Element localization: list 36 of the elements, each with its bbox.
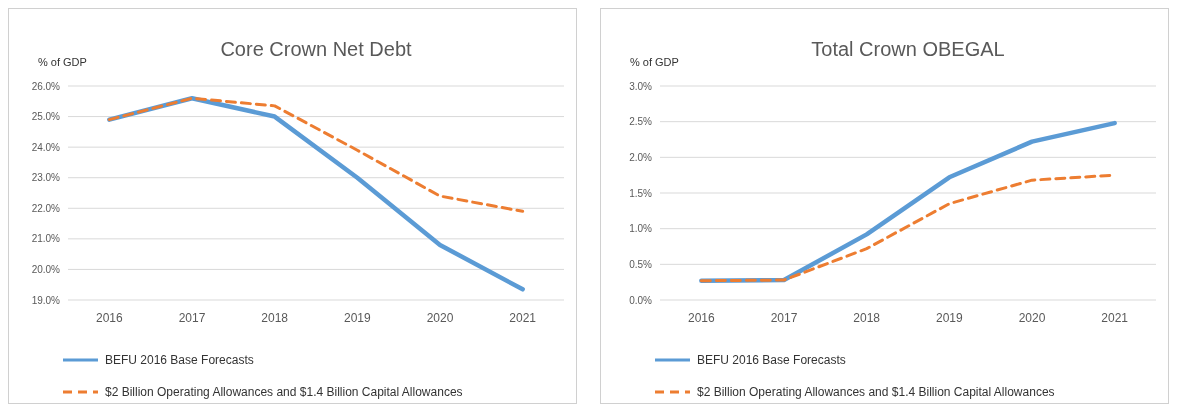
legend-label: $2 Billion Operating Allowances and $1.4 Billion Capital Allowances — [105, 385, 463, 400]
y-tick-label: 25.0% — [31, 111, 61, 123]
y-tick-label: 1.0% — [629, 223, 653, 235]
x-tick-label: 2017 — [178, 311, 206, 325]
y-tick-label: 19.0% — [31, 294, 61, 306]
y-tick-label: 1.5% — [629, 187, 653, 199]
x-tick-label: 2020 — [1018, 311, 1046, 325]
y-tick-label: 20.0% — [31, 263, 61, 275]
y-tick-label: 26.0% — [31, 80, 61, 92]
x-tick-label: 2019 — [343, 311, 371, 325]
y-tick-label: 23.0% — [31, 172, 61, 184]
legend-label: BEFU 2016 Base Forecasts — [105, 353, 254, 368]
y-tick-label: 21.0% — [31, 233, 61, 245]
legend-label: $2 Billion Operating Allowances and $1.4 Billion Capital Allowances — [697, 385, 1055, 400]
y-tick-label: 0.5% — [629, 258, 653, 270]
x-tick-label: 2018 — [853, 311, 881, 325]
line-series — [107, 96, 525, 213]
y-tick-label: 24.0% — [31, 141, 61, 153]
legend-label: BEFU 2016 Base Forecasts — [697, 353, 846, 368]
y-axis-title: % of GDP — [630, 56, 679, 68]
y-tick-label: 2.0% — [629, 151, 653, 163]
x-tick-label: 2016 — [687, 311, 715, 325]
y-tick-label: 0.0% — [629, 294, 653, 306]
y-tick-label: 2.5% — [629, 116, 653, 128]
chart-title: Core Crown Net Debt — [220, 38, 413, 60]
x-tick-label: 2021 — [1101, 311, 1129, 325]
x-tick-label: 2019 — [935, 311, 963, 325]
y-axis-title: % of GDP — [38, 56, 87, 68]
x-tick-label: 2017 — [770, 311, 798, 325]
x-tick-label: 2021 — [509, 311, 537, 325]
chart-title: Total Crown OBEGAL — [811, 38, 1005, 60]
x-tick-label: 2020 — [426, 311, 454, 325]
x-tick-label: 2016 — [95, 311, 123, 325]
y-tick-label: 3.0% — [629, 80, 653, 92]
x-tick-label: 2018 — [261, 311, 289, 325]
y-tick-label: 22.0% — [31, 202, 61, 214]
